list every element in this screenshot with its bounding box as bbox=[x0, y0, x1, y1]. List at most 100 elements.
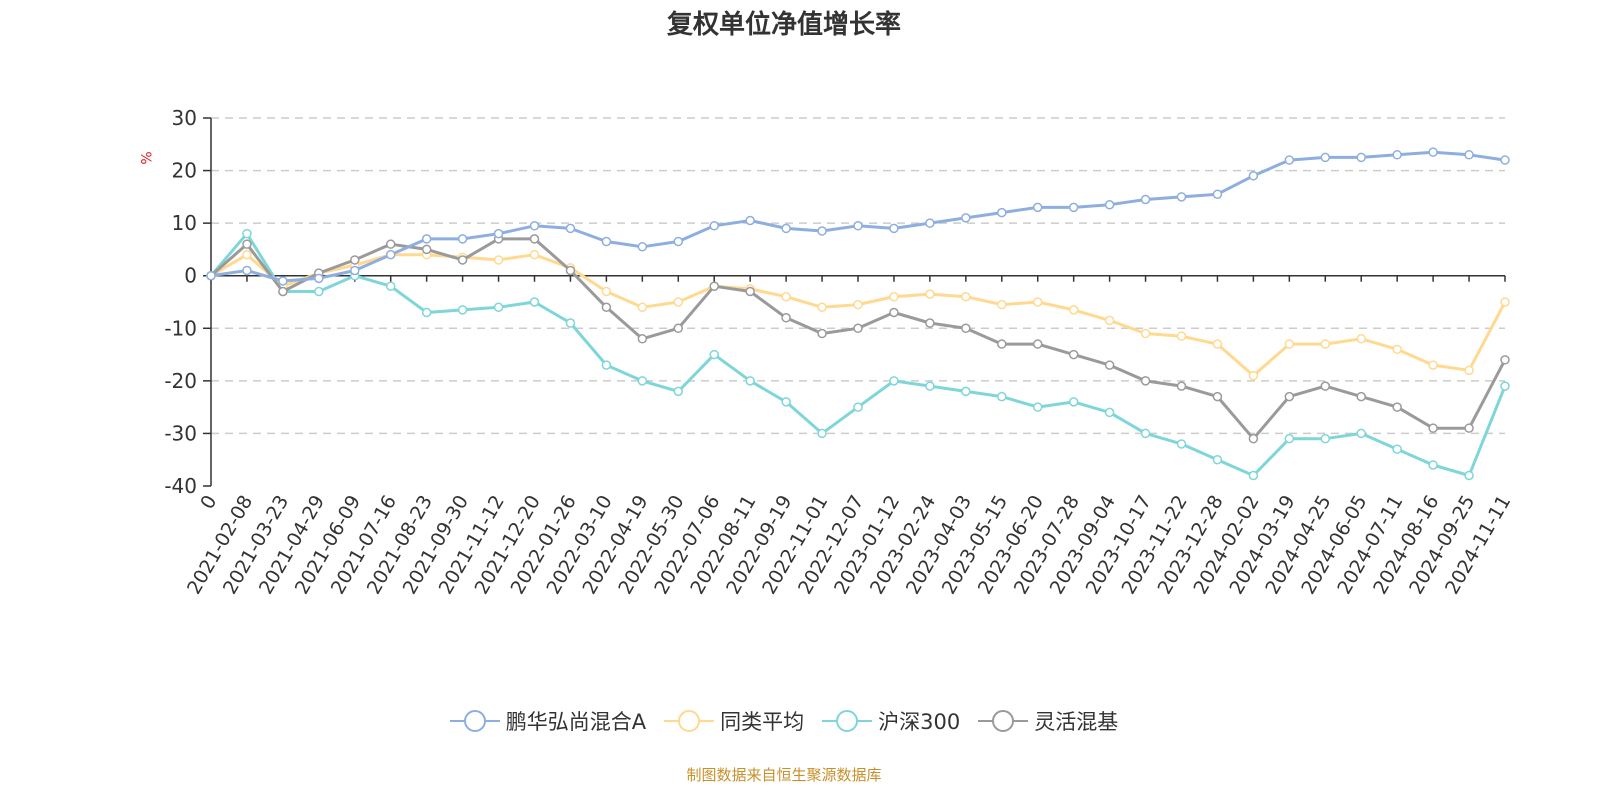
data-point bbox=[242, 249, 252, 260]
data-point bbox=[745, 376, 755, 386]
data-point bbox=[565, 265, 576, 276]
data-point bbox=[997, 299, 1007, 310]
series-line bbox=[209, 232, 1507, 477]
data-point bbox=[1464, 365, 1474, 376]
data-point bbox=[1032, 402, 1043, 412]
data-point bbox=[1032, 202, 1043, 213]
data-point bbox=[961, 291, 971, 302]
data-point bbox=[1464, 150, 1474, 160]
data-point bbox=[1104, 199, 1115, 210]
series-3 bbox=[206, 228, 1510, 481]
series-2 bbox=[206, 249, 1510, 381]
y-tick-label: 20 bbox=[172, 159, 197, 183]
data-point bbox=[673, 236, 684, 247]
data-point bbox=[1248, 370, 1259, 381]
data-point bbox=[1284, 433, 1295, 444]
data-point bbox=[745, 215, 755, 226]
data-point bbox=[206, 270, 216, 281]
data-point bbox=[889, 291, 899, 302]
data-point bbox=[925, 218, 935, 228]
data-point bbox=[1248, 433, 1259, 444]
data-point bbox=[1068, 397, 1079, 407]
data-point bbox=[817, 328, 827, 339]
y-tick-label: 30 bbox=[172, 106, 197, 130]
data-point bbox=[529, 297, 540, 307]
data-point bbox=[1392, 344, 1402, 355]
data-point bbox=[1392, 444, 1402, 454]
legend-circle-icon bbox=[978, 710, 1029, 732]
data-point bbox=[709, 221, 719, 231]
legend-item[interactable]: 鹏华弘尚混合A bbox=[449, 706, 647, 736]
data-point bbox=[421, 307, 432, 318]
data-point bbox=[278, 276, 288, 286]
data-point bbox=[385, 239, 396, 249]
data-point bbox=[853, 402, 863, 412]
data-point bbox=[673, 323, 684, 334]
data-point bbox=[1140, 376, 1151, 386]
legend-item[interactable]: 沪深300 bbox=[822, 706, 960, 736]
data-point bbox=[565, 318, 576, 328]
data-point bbox=[817, 226, 827, 236]
data-point bbox=[673, 297, 684, 307]
legend-circle-icon bbox=[822, 710, 873, 732]
y-tick-label: -40 bbox=[164, 474, 197, 498]
data-point bbox=[853, 221, 863, 231]
data-point bbox=[997, 391, 1007, 402]
data-point bbox=[1428, 360, 1438, 370]
data-source-note: 制图数据来自恒生聚源数据库 bbox=[686, 766, 882, 784]
data-point bbox=[385, 249, 396, 260]
data-point bbox=[1104, 315, 1115, 326]
data-point bbox=[1068, 305, 1079, 315]
y-tick-label: 0 bbox=[184, 264, 197, 288]
data-point bbox=[817, 302, 827, 313]
data-point bbox=[781, 397, 791, 407]
data-point bbox=[601, 236, 612, 247]
data-point bbox=[1068, 349, 1079, 360]
data-point bbox=[1212, 454, 1223, 465]
series-line bbox=[210, 150, 1506, 283]
data-point bbox=[637, 376, 648, 386]
data-point bbox=[1284, 339, 1295, 349]
data-point bbox=[997, 339, 1007, 349]
data-point bbox=[601, 360, 612, 370]
data-point bbox=[1356, 391, 1366, 402]
data-point bbox=[1140, 328, 1151, 339]
legend-item[interactable]: 同类平均 bbox=[664, 706, 804, 736]
chart-title: 复权单位净值增长率 bbox=[666, 10, 901, 40]
legend-circle-icon bbox=[664, 710, 715, 732]
data-point bbox=[601, 286, 612, 297]
x-tick-label: 0 bbox=[196, 492, 221, 513]
data-point bbox=[1356, 428, 1366, 439]
data-point bbox=[457, 255, 468, 265]
legend-circle-icon bbox=[449, 710, 500, 732]
data-point bbox=[1320, 433, 1331, 444]
data-point bbox=[1212, 339, 1223, 349]
legend-label: 沪深300 bbox=[878, 710, 961, 734]
data-point bbox=[1500, 381, 1510, 391]
data-point bbox=[961, 323, 971, 334]
data-point bbox=[1176, 381, 1187, 391]
data-point bbox=[817, 428, 827, 439]
data-point bbox=[1284, 391, 1295, 402]
data-point bbox=[925, 318, 935, 328]
legend-label: 同类平均 bbox=[720, 710, 805, 734]
data-point bbox=[997, 207, 1007, 218]
data-point bbox=[961, 213, 971, 223]
series-4 bbox=[206, 234, 1510, 444]
data-point bbox=[925, 381, 935, 391]
legend-item[interactable]: 灵活混基 bbox=[978, 706, 1118, 736]
data-point bbox=[1356, 334, 1366, 344]
data-point bbox=[242, 265, 252, 276]
data-point bbox=[1500, 355, 1510, 365]
data-point bbox=[1464, 470, 1474, 481]
data-point bbox=[1320, 152, 1331, 163]
data-point bbox=[457, 234, 468, 244]
data-point bbox=[709, 281, 719, 291]
legend-label: 鹏华弘尚混合A bbox=[505, 710, 647, 734]
data-point bbox=[1176, 439, 1187, 449]
data-point bbox=[1032, 297, 1043, 307]
data-point bbox=[781, 291, 791, 302]
data-point bbox=[493, 302, 504, 313]
data-point bbox=[1140, 428, 1151, 439]
data-point bbox=[853, 323, 863, 334]
